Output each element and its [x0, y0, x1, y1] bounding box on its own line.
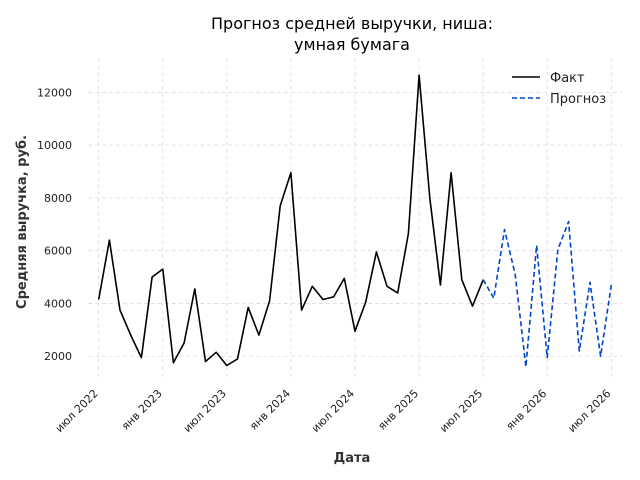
y-axis-ticks: 2000 4000 6000 8000 10000 12000 [37, 86, 72, 363]
x-tick-label: янв 2024 [247, 387, 293, 433]
x-tick-label: июл 2025 [437, 387, 485, 435]
x-axis-label: Дата [334, 451, 371, 466]
x-tick-label: июл 2026 [565, 387, 613, 435]
legend: Факт Прогноз [512, 71, 606, 107]
x-tick-label: июл 2023 [181, 387, 229, 435]
x-tick-label: янв 2026 [504, 387, 550, 433]
x-tick-label: июл 2024 [309, 387, 357, 435]
y-tick-label: 2000 [44, 350, 72, 363]
x-tick-label: янв 2023 [119, 387, 165, 433]
y-tick-label: 6000 [44, 245, 72, 258]
legend-label-forecast: Прогноз [550, 92, 606, 107]
x-tick-label: июл 2022 [53, 387, 101, 435]
y-tick-label: 10000 [37, 139, 72, 152]
y-tick-label: 12000 [37, 86, 72, 99]
series-line-forecast [482, 220, 613, 368]
chart-title-line-1: Прогноз средней выручки, ниша: [211, 14, 493, 33]
x-axis-ticks: июл 2022 янв 2023 июл 2023 янв 2024 июл 2024… [53, 387, 614, 435]
series-line-fact [97, 74, 484, 367]
series-layer [97, 74, 613, 368]
grid [88, 58, 622, 380]
chart-title-line-2: умная бумага [294, 35, 410, 54]
y-axis-label: Средняя выручка, руб. [15, 135, 30, 309]
y-tick-label: 8000 [44, 192, 72, 205]
y-tick-label: 4000 [44, 297, 72, 310]
legend-label-fact: Факт [550, 71, 585, 86]
x-tick-label: янв 2025 [375, 387, 421, 433]
